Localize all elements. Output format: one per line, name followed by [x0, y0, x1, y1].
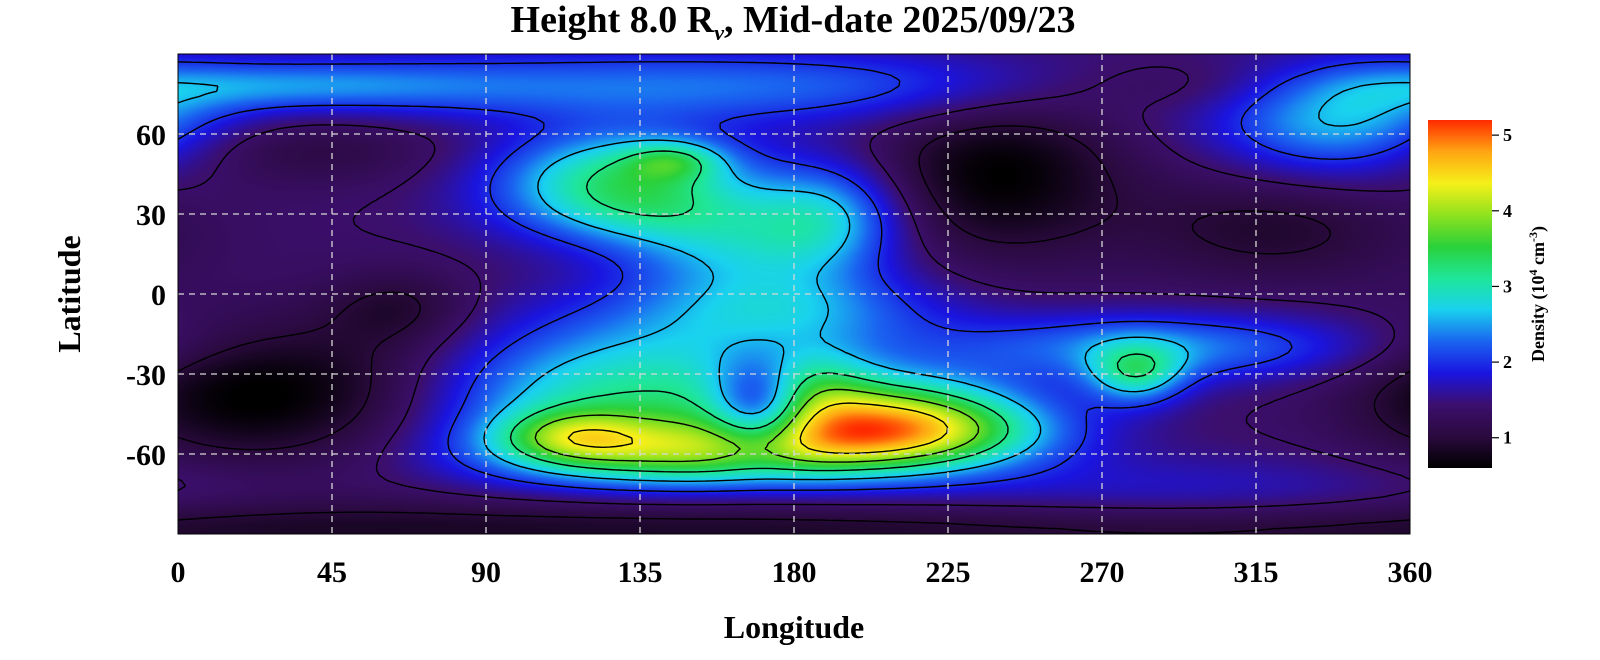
y-tick-label: 60 [136, 119, 166, 152]
colorbar-tick-label: 2 [1503, 352, 1512, 372]
x-tick-label: 360 [1388, 556, 1433, 589]
x-axis-ticks: 0 45 90 135 180 225 270 315 360 [171, 556, 1433, 589]
contour-level-1.4 [178, 66, 1410, 509]
grid-lines [178, 54, 1410, 534]
contour-level-1 [178, 125, 1410, 534]
x-tick-label: 180 [772, 556, 817, 589]
y-tick-label: -30 [126, 359, 166, 392]
colorbar-ticks: 1 2 3 4 5 [1492, 125, 1512, 448]
x-axis-label: Longitude [724, 609, 864, 645]
x-tick-label: 135 [618, 556, 663, 589]
colorbar-label: Density (104 cm-3) [1526, 226, 1549, 362]
x-tick-label: 90 [471, 556, 501, 589]
colorbar-tick-label: 4 [1503, 201, 1512, 221]
x-tick-label: 45 [317, 556, 347, 589]
contour-level-3.2 [509, 150, 1156, 473]
y-axis-ticks: 60 30 0 -30 -60 [126, 119, 166, 472]
contour-level-4.4 [567, 402, 949, 454]
colorbar-tick-label: 5 [1503, 125, 1512, 145]
contour-lines [178, 61, 1410, 534]
x-tick-label: 315 [1234, 556, 1279, 589]
y-tick-label: 0 [151, 279, 166, 312]
chart-title: Height 8.0 Rν, Mid-date 2025/09/23 [511, 0, 1076, 45]
y-tick-label: -60 [126, 439, 166, 472]
y-axis-label: Latitude [51, 235, 87, 352]
x-tick-label: 270 [1080, 556, 1125, 589]
colorbar-tick-label: 3 [1503, 276, 1512, 296]
x-tick-label: 225 [926, 556, 971, 589]
colorbar-tick-label: 1 [1503, 428, 1512, 448]
y-tick-label: 30 [136, 199, 166, 232]
colorbar: 1 2 3 4 5 Density (104 cm-3) [1428, 120, 1549, 468]
colorbar-strip [1428, 120, 1492, 468]
contour-level-3.8 [534, 388, 980, 463]
contour-level-2 [178, 61, 1410, 493]
plot-area [177, 53, 1411, 535]
x-tick-label: 0 [171, 556, 186, 589]
contour-level-2.6 [178, 81, 1410, 482]
plot-frame [177, 53, 1411, 535]
